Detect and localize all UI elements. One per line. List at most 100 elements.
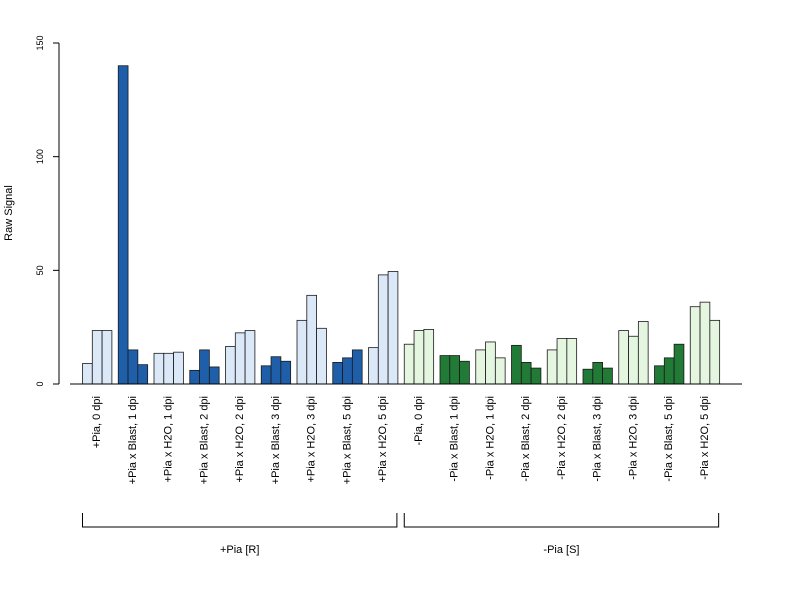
x-tick-label: +Pia x Blast, 1 dpi (127, 396, 139, 484)
bar (189, 369, 200, 385)
bar (413, 330, 425, 385)
y-axis-label: Raw Signal (3, 185, 15, 241)
bar (234, 332, 246, 385)
x-tick-label: -Pia x Blast, 5 dpi (663, 396, 675, 482)
bar-group (296, 294, 327, 385)
x-tick-label: -Pia x Blast, 1 dpi (449, 396, 461, 482)
bar (494, 357, 506, 385)
bar (173, 351, 184, 385)
bar (153, 352, 165, 385)
y-axis: 0 50 100 150 (35, 35, 60, 387)
bar-group (189, 349, 220, 385)
bar (137, 364, 149, 385)
bar-group (618, 321, 649, 385)
bar-group (332, 349, 363, 385)
bar (244, 330, 256, 385)
x-tick-label: -Pia x Blast, 3 dpi (592, 396, 604, 482)
bar (225, 346, 236, 385)
bar (618, 330, 629, 385)
bar (342, 357, 353, 385)
bar (637, 321, 649, 385)
bar (602, 367, 613, 385)
bar (511, 344, 522, 385)
section-label: -Pia [S] (543, 544, 579, 556)
bar (475, 349, 486, 385)
bar (673, 343, 685, 385)
section-bracket: +Pia [R] (82, 513, 398, 556)
bar (306, 294, 317, 385)
bar (280, 360, 292, 385)
x-tick-label: +Pia x H2O, 2 dpi (234, 396, 246, 483)
x-tick-label: -Pia, 0 dpi (413, 396, 425, 446)
bar (689, 306, 701, 385)
y-tick-label: 50 (35, 265, 45, 275)
x-tick-label: +Pia x H2O, 1 dpi (163, 396, 175, 483)
bar-group (689, 301, 721, 385)
y-tick-label: 0 (35, 381, 45, 386)
x-tick-label: -Pia x H2O, 3 dpi (627, 396, 639, 480)
bar (368, 347, 379, 385)
bar-group (475, 341, 506, 385)
bar (91, 330, 103, 385)
bar (566, 338, 578, 385)
section-bracket: -Pia [S] (403, 513, 720, 556)
x-tick-label: -Pia x H2O, 5 dpi (699, 396, 711, 480)
bar (387, 271, 399, 385)
bar-group (153, 351, 184, 385)
y-tick-label: 150 (35, 35, 45, 50)
bar (439, 355, 451, 385)
bar-group (511, 344, 542, 385)
bar-group (582, 362, 613, 385)
bar (199, 349, 210, 385)
x-tick-label: +Pia x H2O, 3 dpi (306, 396, 318, 483)
bar-group (117, 65, 149, 385)
bar (592, 362, 603, 385)
bar-group (654, 343, 685, 385)
bar (582, 368, 594, 385)
bar (316, 327, 327, 385)
section-brackets: +Pia [R] -Pia [S] (82, 513, 720, 556)
bar (663, 357, 675, 385)
bar (423, 329, 435, 385)
bar (709, 319, 721, 385)
bar (530, 367, 542, 385)
bar (260, 365, 272, 385)
bars (82, 65, 721, 385)
bar-group (546, 338, 578, 385)
bar (628, 335, 639, 385)
x-tick-label: +Pia x H2O, 5 dpi (377, 396, 389, 483)
bar-group (403, 329, 435, 385)
bar (459, 360, 470, 385)
x-tick-label: -Pia x H2O, 2 dpi (556, 396, 568, 480)
x-tick-label: -Pia x Blast, 2 dpi (520, 396, 532, 482)
bar (296, 319, 308, 385)
bar (101, 330, 113, 385)
bar (117, 65, 129, 385)
bar (377, 274, 389, 385)
bar (82, 363, 93, 385)
bar-group (439, 355, 470, 385)
bar (332, 362, 343, 385)
x-tick-label: +Pia x Blast, 2 dpi (198, 396, 210, 484)
bar (449, 355, 460, 385)
bar (699, 301, 711, 385)
bar (351, 349, 363, 385)
x-tick-label: +Pia x Blast, 3 dpi (270, 396, 282, 484)
bar (163, 352, 175, 385)
bar-group (82, 330, 113, 385)
bar (654, 365, 665, 385)
y-tick-label: 100 (35, 149, 45, 164)
bar (546, 349, 558, 385)
bar (520, 362, 532, 385)
bar (403, 343, 415, 385)
bar-group (368, 271, 399, 385)
bar (127, 349, 139, 385)
bar (556, 338, 568, 385)
x-tick-label: -Pia x H2O, 1 dpi (484, 396, 496, 480)
x-tick-labels: +Pia, 0 dpi +Pia x Blast, 1 dpi +Pia x H2O… (91, 396, 711, 484)
section-label: +Pia [R] (220, 544, 259, 556)
bar-group (260, 356, 292, 385)
bar-group (225, 330, 256, 385)
bracket-line (403, 513, 720, 528)
